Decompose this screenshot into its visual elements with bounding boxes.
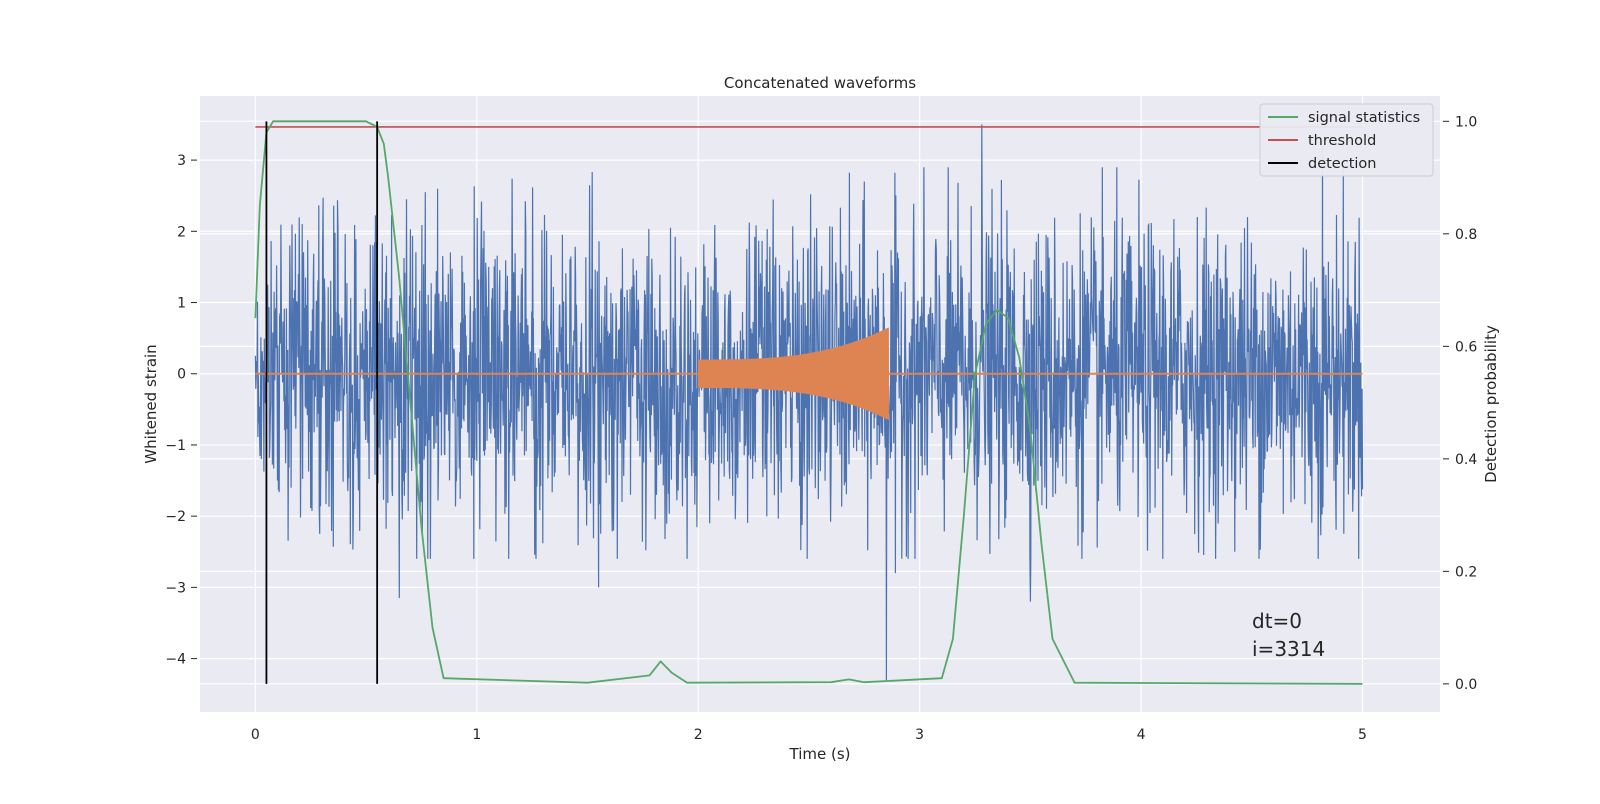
y-left-tick-label: −3 [165,580,186,596]
ticks-layer: 0 1 2 3 4 5 −4 −3 −2 −1 0 1 2 3 0.0 0.2 0.4 0.6 0.8 1.0 [165,114,1477,743]
y-right-tick-label: 0.6 [1455,339,1477,355]
x-tick-label: 4 [1137,727,1146,743]
annotation-dt: dt=0 [1252,609,1302,633]
x-tick-label: 5 [1358,727,1367,743]
legend-label-signal-statistics: signal statistics [1308,110,1420,126]
y-left-tick-label: 3 [177,153,186,169]
legend-box [1259,103,1434,177]
y-left-tick-label: 1 [177,296,186,312]
annotation-index: i=3314 [1252,637,1325,661]
legend-label-threshold: threshold [1308,133,1376,149]
legend-label-detection: detection [1308,156,1376,172]
y-right-tick-label: 1.0 [1455,114,1477,130]
chart-title: Concatenated waveforms [724,74,916,92]
x-tick-label: 2 [694,727,703,743]
y-left-tick-label: 2 [177,224,186,240]
x-tick-label: 0 [251,727,260,743]
y-left-tick-label: 0 [177,367,186,383]
y-right-tick-label: 0.2 [1455,564,1477,580]
y-left-tick-label: −2 [165,509,186,525]
y-right-tick-label: 0.8 [1455,227,1477,243]
signal-statistics-line [254,120,1363,685]
y-axis-label-left: Whitened strain [142,344,160,463]
x-tick-label: 1 [472,727,481,743]
y-left-tick-label: −4 [165,652,186,668]
y-right-tick-label: 0.0 [1455,677,1477,693]
y-right-tick-label: 0.4 [1455,452,1477,468]
legend: signal statistics threshold detection [1259,103,1434,177]
chirp-waveform-line [697,327,890,421]
y-left-tick-label: −1 [165,438,186,454]
x-axis-label: Time (s) [789,745,851,763]
x-tick-label: 3 [915,727,924,743]
series-layer [254,120,1364,685]
y-axis-label-right: Detection probability [1482,325,1500,483]
